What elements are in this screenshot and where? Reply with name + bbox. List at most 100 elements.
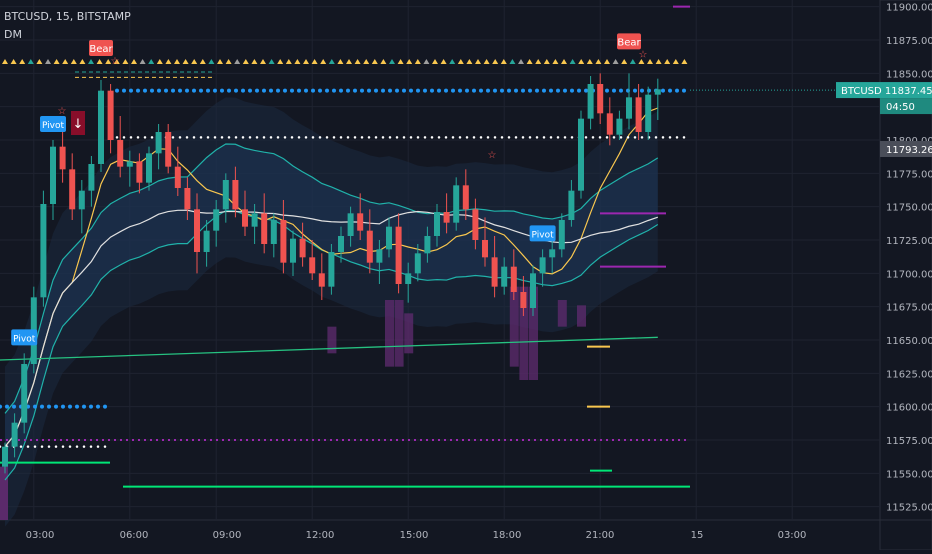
- candle-body[interactable]: [520, 292, 527, 308]
- candle-body[interactable]: [69, 169, 76, 210]
- candle-body[interactable]: [386, 226, 392, 250]
- candle-body[interactable]: [414, 253, 421, 274]
- candle-body[interactable]: [299, 238, 306, 258]
- down-arrow-marker: [71, 111, 85, 135]
- candle-body[interactable]: [98, 90, 104, 164]
- candle-body[interactable]: [280, 220, 287, 263]
- candle-body[interactable]: [453, 185, 460, 223]
- candle-body[interactable]: [88, 164, 95, 191]
- candle-body[interactable]: [616, 118, 623, 135]
- candle-body[interactable]: [510, 266, 517, 292]
- candle-body[interactable]: [395, 226, 402, 284]
- x-tick-label: 15:00: [400, 530, 429, 541]
- candle-body[interactable]: [357, 213, 364, 231]
- candle-body[interactable]: [443, 212, 450, 223]
- signal-triangle: [165, 59, 172, 64]
- candle-body[interactable]: [338, 236, 344, 252]
- down-arrow-icon: ↓: [73, 117, 84, 132]
- y-tick-label: 11575.00: [886, 436, 932, 447]
- signal-triangle: [578, 59, 585, 64]
- signal-triangle: [621, 59, 628, 64]
- candle-body[interactable]: [539, 257, 546, 274]
- candle-body[interactable]: [270, 220, 277, 244]
- candle-body[interactable]: [40, 204, 47, 298]
- x-tick-label: 15: [691, 530, 704, 541]
- candle-body[interactable]: [136, 161, 143, 183]
- signal-triangle: [647, 59, 653, 64]
- candle-body[interactable]: [21, 364, 28, 423]
- x-tick-label: 06:00: [120, 530, 149, 541]
- candle-body[interactable]: [376, 249, 383, 263]
- candle-body[interactable]: [462, 185, 469, 210]
- candle-body[interactable]: [59, 146, 66, 170]
- candle-body[interactable]: [645, 94, 652, 132]
- candle-body[interactable]: [242, 209, 248, 227]
- candle-body[interactable]: [232, 180, 239, 210]
- candle-body[interactable]: [222, 180, 229, 210]
- candle-body[interactable]: [328, 252, 335, 287]
- candle-body[interactable]: [568, 190, 575, 220]
- candle-body[interactable]: [107, 90, 114, 140]
- candle-body[interactable]: [654, 89, 661, 95]
- candle-body[interactable]: [482, 240, 488, 258]
- candle-body[interactable]: [587, 84, 594, 119]
- candle-body[interactable]: [309, 257, 316, 274]
- candle-body[interactable]: [261, 213, 268, 244]
- signal-triangle: [105, 59, 112, 64]
- signal-triangle: [328, 59, 335, 64]
- bear-label-text: Bear: [89, 44, 113, 55]
- candle-body[interactable]: [578, 118, 584, 191]
- y-tick-label: 11850.00: [886, 69, 932, 80]
- candle-body[interactable]: [155, 132, 162, 154]
- candle-body[interactable]: [2, 446, 8, 467]
- candle-body[interactable]: [213, 209, 220, 231]
- candle-body[interactable]: [347, 213, 354, 236]
- candle-body[interactable]: [165, 132, 172, 167]
- last-price-text: BTCUSD 11837.45: [841, 86, 932, 97]
- candle-body[interactable]: [174, 166, 181, 188]
- signal-triangle: [561, 59, 567, 64]
- signal-triangle: [225, 59, 232, 64]
- candle-body[interactable]: [472, 209, 479, 240]
- candle-body[interactable]: [251, 213, 258, 227]
- signal-triangle: [131, 59, 137, 64]
- countdown-text: 04:50: [886, 102, 915, 113]
- candle-body[interactable]: [549, 249, 556, 258]
- signal-triangle: [535, 59, 542, 64]
- candle-body[interactable]: [530, 273, 536, 308]
- candle-body[interactable]: [11, 422, 18, 447]
- candle-body[interactable]: [194, 209, 200, 252]
- signal-triangle: [380, 59, 387, 64]
- candle-body[interactable]: [558, 220, 565, 250]
- histogram-bar: [577, 305, 586, 327]
- candle-body[interactable]: [424, 236, 431, 254]
- countdown-tag: [880, 98, 932, 115]
- candle-body[interactable]: [78, 190, 85, 210]
- candle-body[interactable]: [405, 273, 412, 284]
- candle-body[interactable]: [501, 266, 508, 287]
- candle-body[interactable]: [318, 273, 325, 287]
- candle-body[interactable]: [126, 161, 133, 167]
- signal-triangle: [681, 59, 688, 64]
- candle-body[interactable]: [626, 97, 632, 119]
- signal-triangle: [337, 59, 344, 64]
- candle-body[interactable]: [184, 188, 191, 210]
- candle-body[interactable]: [597, 84, 604, 114]
- candle-body[interactable]: [50, 146, 56, 204]
- candle-body[interactable]: [635, 97, 642, 132]
- signal-triangle: [440, 59, 447, 64]
- signal-triangle: [96, 59, 103, 64]
- signal-triangle: [122, 59, 129, 64]
- candle-body[interactable]: [290, 238, 296, 263]
- candle-body[interactable]: [146, 153, 152, 183]
- candle-body[interactable]: [117, 140, 124, 167]
- candle-body[interactable]: [434, 212, 440, 236]
- signal-triangle: [595, 59, 602, 64]
- candle-body[interactable]: [203, 230, 210, 252]
- candle-body[interactable]: [366, 230, 373, 263]
- candle-body[interactable]: [606, 113, 613, 135]
- signal-triangle: [217, 59, 223, 64]
- candle-body[interactable]: [491, 257, 498, 287]
